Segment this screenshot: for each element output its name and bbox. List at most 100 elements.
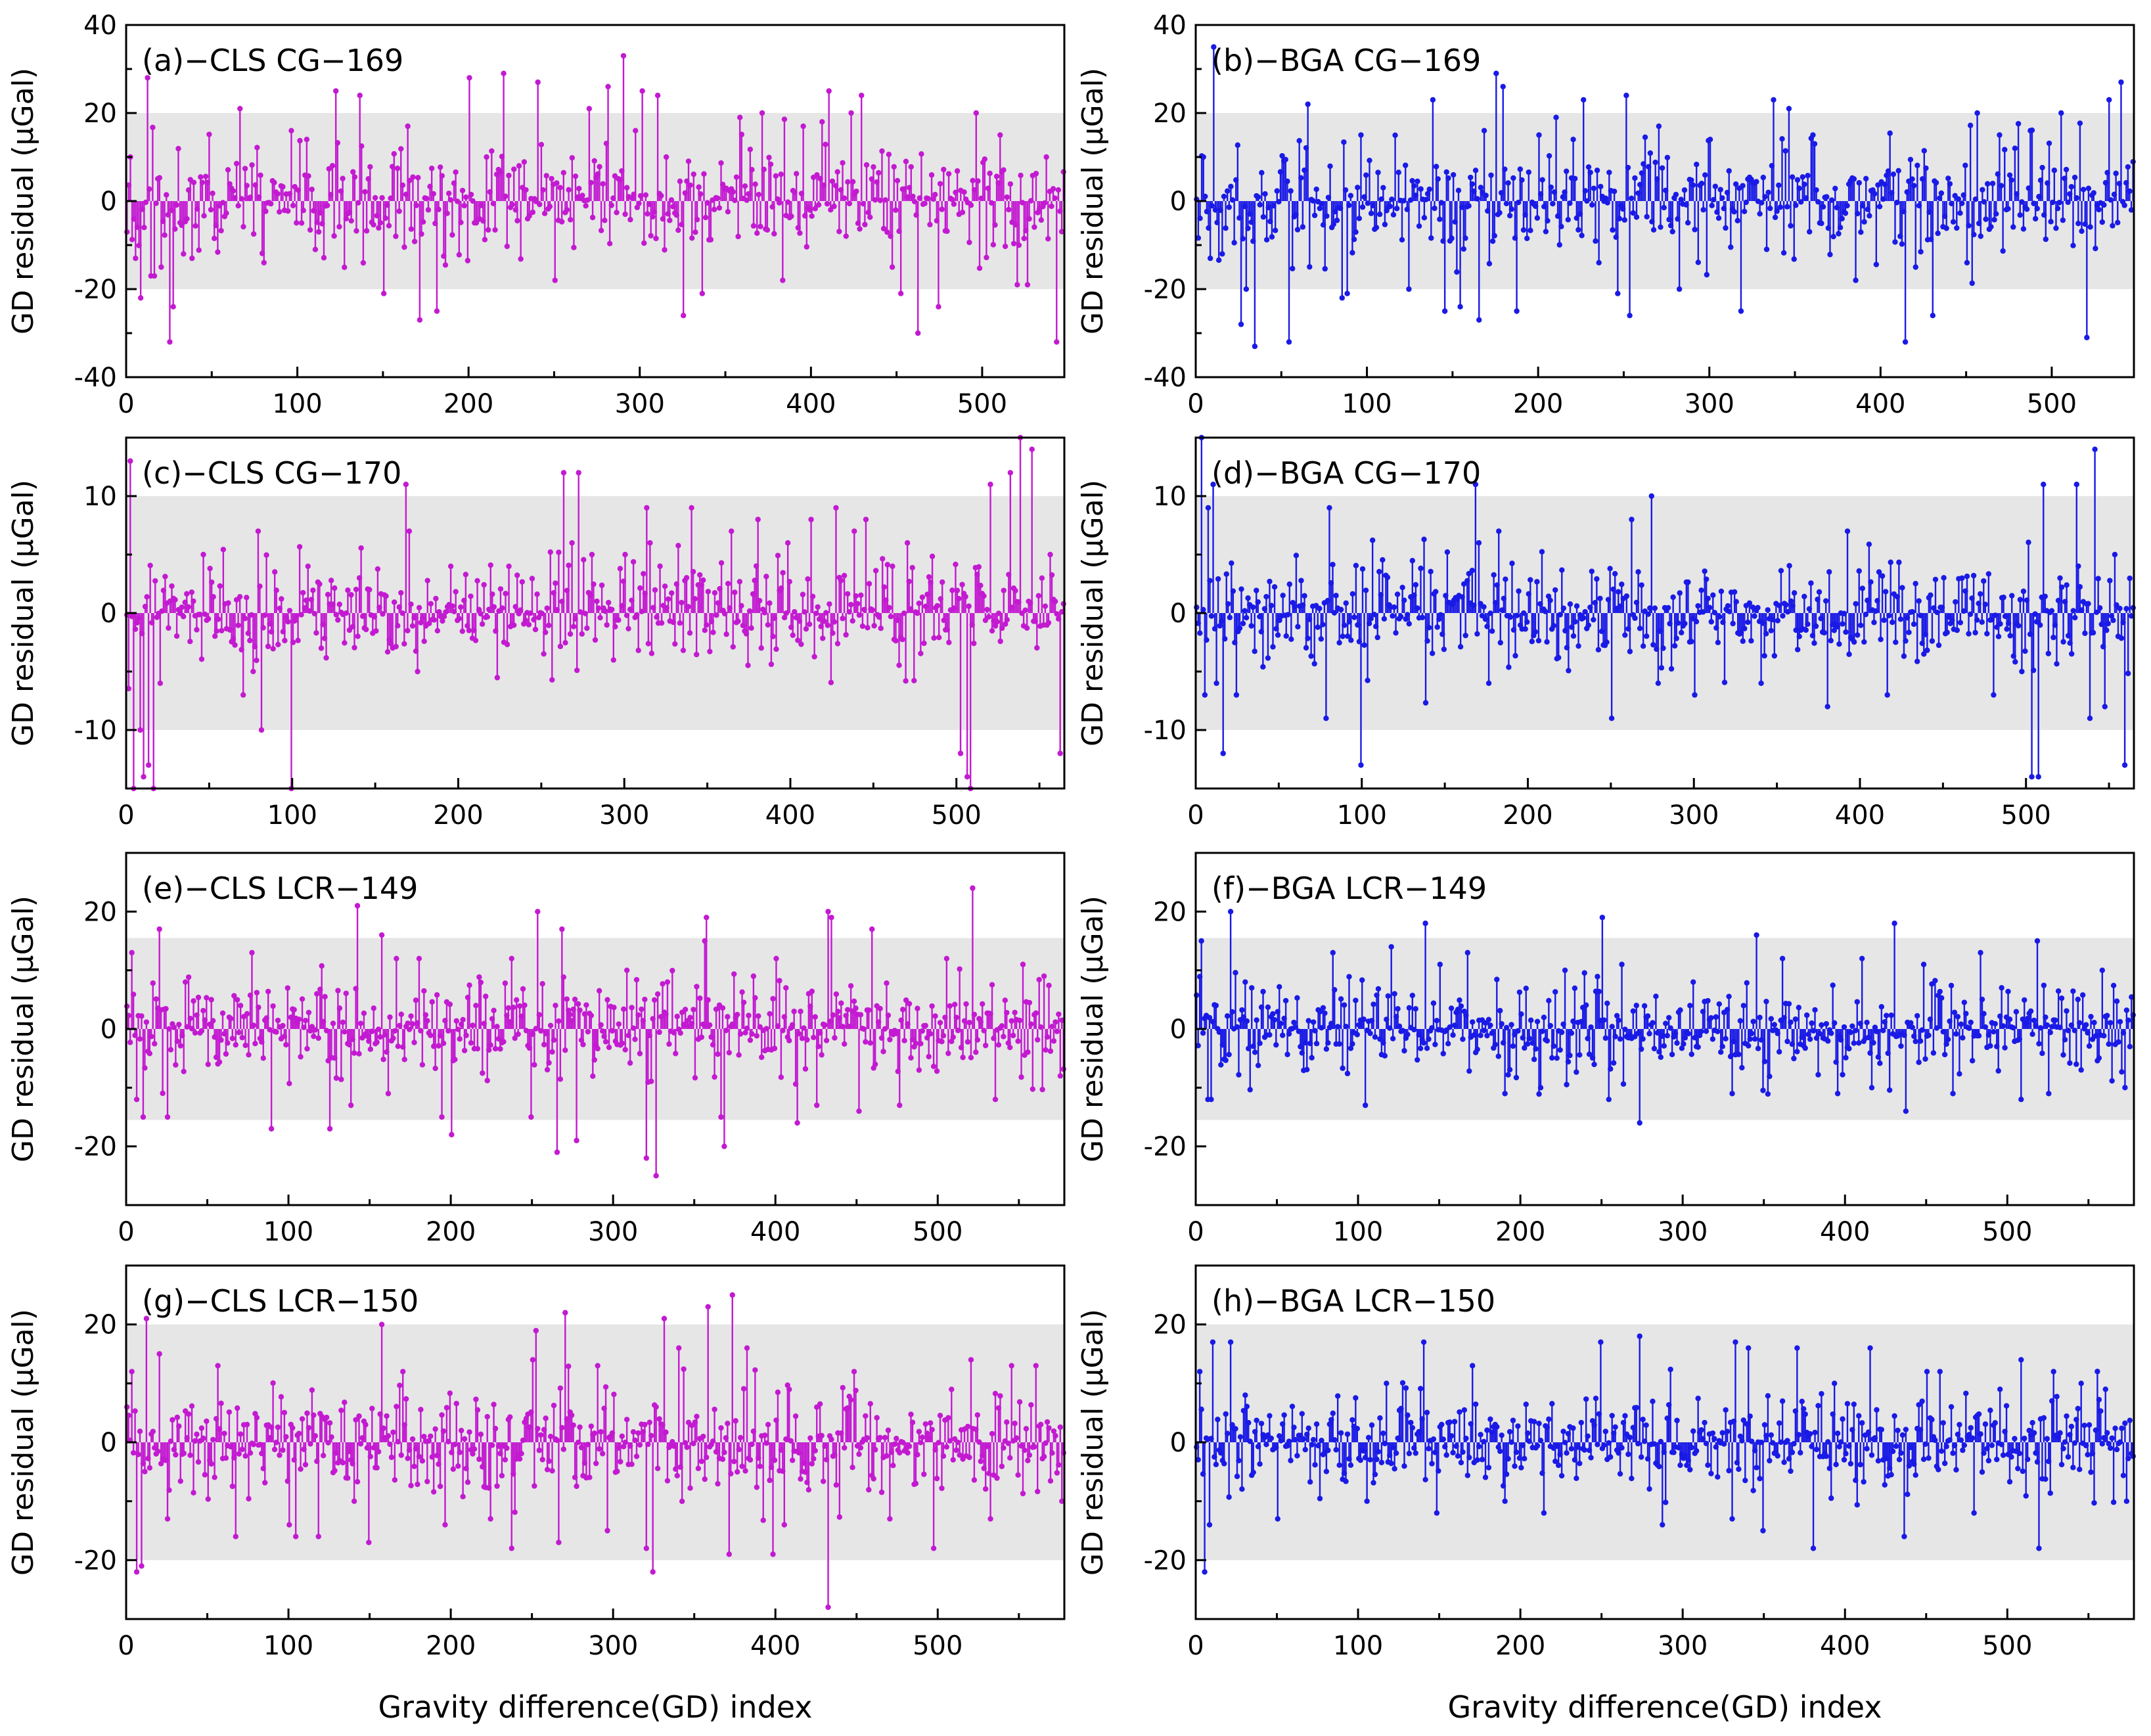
data-point — [808, 516, 814, 522]
data-point — [937, 181, 943, 187]
data-point — [396, 208, 402, 214]
data-point — [1678, 196, 1684, 202]
data-point — [557, 643, 564, 649]
data-point — [1856, 180, 1862, 186]
data-point — [2110, 223, 2116, 229]
data-point — [1628, 195, 1635, 202]
data-point — [1547, 597, 1553, 603]
data-point — [1851, 176, 1857, 182]
data-point — [333, 88, 339, 94]
data-point — [453, 589, 459, 595]
data-point — [1816, 589, 1823, 595]
data-point — [1277, 617, 1282, 624]
data-point — [1591, 616, 1596, 623]
data-point — [1327, 163, 1333, 170]
data-point — [609, 606, 615, 612]
data-point — [1974, 110, 1980, 116]
data-point — [200, 1007, 206, 1014]
data-point — [1703, 576, 1709, 582]
data-point — [826, 601, 832, 607]
data-point — [444, 210, 450, 216]
data-point — [374, 1039, 380, 1045]
data-point — [1997, 621, 2003, 627]
stem-series-bga — [1194, 44, 2136, 350]
data-point — [1758, 680, 1764, 687]
data-point — [1587, 170, 1593, 175]
data-point — [1906, 629, 1912, 635]
data-point — [692, 596, 698, 602]
data-point — [1462, 235, 1468, 241]
data-point — [142, 1065, 148, 1071]
data-point — [453, 169, 459, 175]
data-point — [1476, 540, 1482, 546]
data-point — [1853, 601, 1859, 607]
data-point — [1923, 165, 1929, 171]
data-point — [1380, 557, 1386, 563]
data-point — [1861, 639, 1867, 645]
data-point — [1873, 262, 1880, 267]
data-point — [806, 621, 813, 628]
data-point — [428, 1032, 434, 1038]
data-point — [1930, 313, 1936, 319]
data-point — [547, 549, 553, 555]
data-point — [1643, 633, 1650, 639]
data-point — [434, 992, 440, 998]
data-point — [315, 1035, 321, 1041]
data-point — [1045, 236, 1051, 242]
data-point — [1195, 235, 1202, 241]
data-point — [1734, 217, 1740, 223]
data-point — [589, 214, 596, 221]
data-point — [398, 146, 404, 152]
data-point — [1236, 625, 1243, 631]
data-point — [620, 53, 627, 59]
data-point — [1428, 568, 1434, 574]
data-point — [1581, 97, 1587, 103]
data-point — [767, 600, 773, 606]
data-point — [1315, 624, 1321, 630]
data-point — [440, 1040, 447, 1046]
data-point — [981, 593, 987, 599]
data-point — [1043, 154, 1049, 160]
data-point — [820, 635, 826, 641]
data-point — [1052, 599, 1058, 605]
data-point — [1695, 260, 1702, 265]
data-point — [1033, 170, 1039, 177]
data-point — [784, 540, 791, 546]
data-point — [1349, 250, 1355, 256]
data-point — [1197, 630, 1203, 636]
data-point — [1594, 576, 1600, 582]
data-point — [1010, 240, 1017, 246]
data-point — [836, 229, 842, 235]
data-point — [1522, 626, 1528, 632]
data-point — [1497, 210, 1503, 216]
data-point — [2096, 206, 2102, 213]
data-point — [848, 601, 854, 608]
data-point — [1954, 627, 1960, 633]
data-point — [951, 201, 957, 207]
data-point — [672, 641, 678, 647]
data-point — [172, 226, 178, 232]
data-point — [1457, 304, 1463, 309]
data-point — [730, 189, 736, 195]
data-point — [1437, 216, 1443, 222]
data-point — [853, 593, 859, 599]
data-point — [1918, 248, 1924, 255]
data-point — [433, 595, 439, 602]
data-point — [1708, 619, 1714, 625]
data-point — [355, 200, 361, 206]
data-point — [215, 616, 221, 622]
data-point — [1954, 225, 1960, 231]
data-point — [934, 603, 940, 609]
data-point — [304, 137, 310, 143]
data-point — [849, 618, 855, 624]
data-point — [2024, 206, 2030, 212]
data-point — [434, 628, 441, 634]
data-point — [215, 249, 221, 255]
data-point — [201, 213, 207, 219]
data-point — [485, 227, 491, 233]
data-point — [168, 1047, 174, 1053]
data-point — [1763, 631, 1769, 637]
data-point — [1308, 653, 1314, 659]
data-point — [1962, 162, 1968, 168]
